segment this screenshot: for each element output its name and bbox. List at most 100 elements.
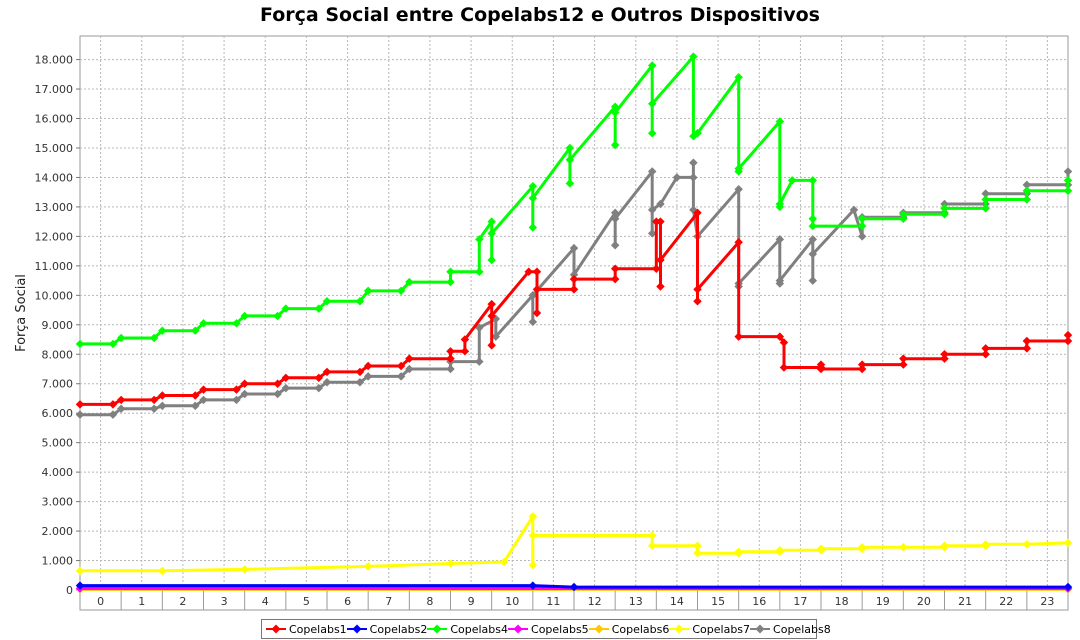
y-tick-label: 0 [66, 584, 73, 597]
y-axis-label: Força Social [14, 274, 29, 352]
data-point [363, 372, 373, 381]
series-copelabs7 [75, 512, 1073, 576]
x-tick-label: 19 [876, 595, 890, 608]
data-point [149, 395, 159, 405]
data-point [610, 274, 620, 284]
data-point [314, 383, 324, 393]
data-point [1022, 540, 1032, 549]
data-point [405, 354, 414, 363]
data-point [610, 264, 620, 274]
data-point [734, 332, 743, 341]
legend: Copelabs1 Copelabs2 Copelabs4 Copelabs5 Cope… [261, 619, 831, 639]
data-point [475, 235, 484, 244]
data-point [446, 277, 455, 287]
data-point [191, 326, 200, 335]
legend-swatch-icon [750, 624, 771, 634]
data-point [1063, 330, 1073, 340]
x-tick-label: 14 [670, 595, 684, 608]
data-point [446, 364, 455, 374]
legend-label: Copelabs7 [692, 622, 751, 636]
data-point [693, 541, 702, 551]
data-point [528, 291, 538, 300]
data-point [158, 401, 167, 411]
legend-swatch-icon [427, 624, 448, 634]
x-tick-label: 2 [179, 595, 186, 608]
y-tick-label: 5.000 [42, 437, 74, 450]
x-tick-label: 0 [97, 595, 104, 608]
data-point [396, 286, 406, 296]
data-point [199, 385, 208, 394]
data-point [656, 255, 665, 265]
data-point [775, 545, 785, 555]
legend-label: Copelabs1 [289, 622, 347, 636]
y-tick-label: 7.000 [42, 378, 74, 391]
data-point [981, 540, 990, 549]
data-point [528, 581, 538, 590]
x-tick-label: 9 [468, 595, 475, 608]
legend-label: Copelabs8 [773, 622, 831, 636]
legend-swatch-icon [588, 624, 609, 634]
data-point [475, 267, 484, 276]
y-tick-label: 14.000 [35, 171, 74, 184]
data-point [116, 404, 126, 414]
x-tick-label: 13 [629, 595, 643, 608]
data-point [693, 548, 702, 558]
legend-label: Copelabs5 [531, 622, 589, 636]
data-point [108, 339, 118, 349]
data-point [396, 361, 406, 371]
data-point [499, 557, 509, 567]
legend-item: Copelabs2 [346, 623, 427, 636]
data-point [528, 560, 538, 570]
data-point [363, 286, 373, 296]
legend-item: Copelabs1 [266, 623, 347, 636]
x-tick-label: 10 [505, 595, 519, 608]
data-point [940, 350, 949, 359]
y-tick-label: 16.000 [35, 113, 74, 126]
legend-item: Copelabs5 [508, 623, 589, 636]
data-point [108, 410, 118, 419]
x-tick-label: 22 [999, 595, 1013, 608]
data-point [569, 582, 579, 592]
data-point [487, 311, 496, 321]
data-point [75, 339, 85, 349]
x-tick-label: 15 [711, 595, 725, 608]
y-tick-label: 10.000 [35, 289, 74, 302]
data-point [532, 267, 542, 276]
data-point [487, 229, 496, 238]
x-tick-label: 6 [344, 595, 351, 608]
data-point [940, 541, 949, 551]
y-tick-label: 2.000 [42, 525, 74, 538]
data-point [446, 559, 455, 568]
data-point [899, 360, 908, 369]
data-point [281, 373, 291, 383]
data-point [656, 282, 665, 291]
data-point [460, 347, 470, 356]
x-tick-label: 5 [303, 595, 310, 608]
data-point [981, 344, 990, 353]
data-point [405, 364, 414, 374]
data-point [314, 304, 324, 313]
data-point [816, 544, 826, 553]
data-point [693, 285, 702, 294]
x-tick-label: 16 [752, 595, 766, 608]
x-tick-label: 1 [138, 595, 145, 608]
data-point [569, 274, 579, 284]
data-point [232, 395, 241, 405]
data-point [816, 360, 826, 369]
y-tick-label: 8.000 [42, 348, 74, 361]
data-point [240, 379, 249, 388]
legend-label: Copelabs6 [611, 622, 670, 636]
y-tick-label: 12.000 [35, 230, 74, 243]
data-point [981, 350, 990, 359]
chart-title: Força Social entre Copelabs12 e Outros D… [260, 4, 820, 26]
data-point [487, 255, 496, 265]
y-tick-label: 4.000 [42, 466, 74, 479]
data-point [232, 319, 241, 328]
y-tick-label: 9.000 [42, 319, 74, 332]
y-tick-label: 1.000 [42, 555, 74, 568]
data-point [232, 385, 241, 394]
data-point [281, 304, 291, 313]
legend-item: Copelabs7 [669, 623, 750, 636]
x-tick-label: 8 [426, 595, 433, 608]
data-point [775, 276, 785, 285]
